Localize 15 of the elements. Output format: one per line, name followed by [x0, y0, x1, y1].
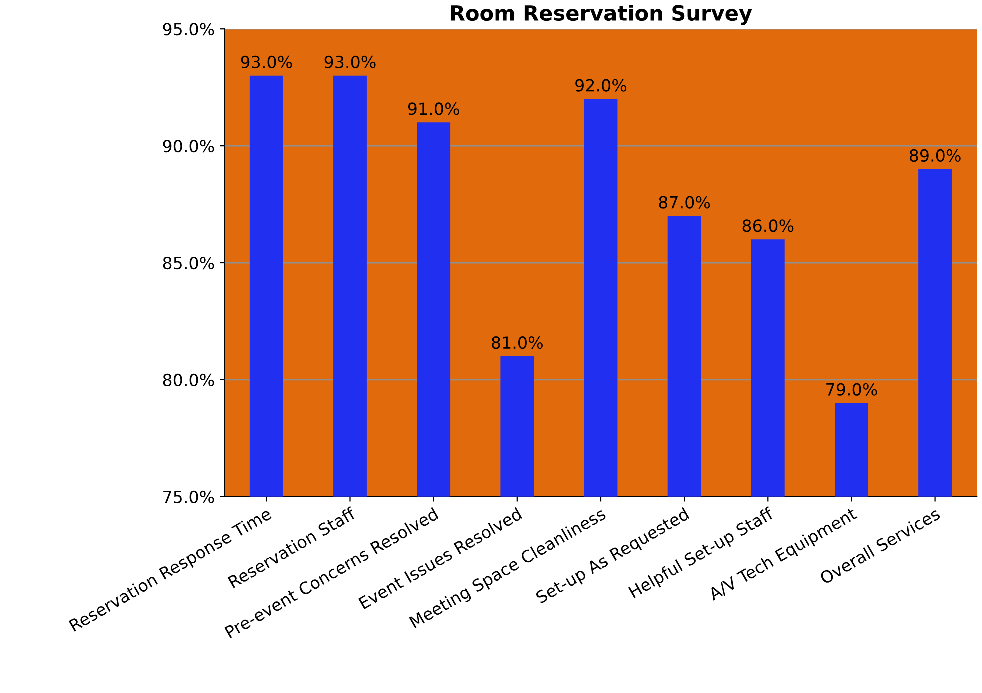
y-tick-label: 85.0% [163, 256, 214, 270]
y-tick-label: 75.0% [164, 490, 214, 504]
y-tick-label: 95.0% [163, 23, 214, 36]
y-tick-label: 80.0% [163, 374, 214, 387]
y-tick-label: 90.0% [163, 140, 214, 153]
data-label: 91.0% [408, 102, 460, 116]
data-label: 93.0% [241, 56, 292, 68]
data-label: 79.0% [826, 383, 878, 396]
chart-title: Room Reservation Survey [451, 4, 752, 26]
data-label: 87.0% [659, 196, 710, 209]
data-label: 89.0% [910, 149, 961, 162]
data-label: 81.0% [492, 336, 543, 350]
data-label: 93.0% [324, 56, 376, 68]
data-label: 92.0% [576, 79, 627, 92]
data-label: 86.0% [742, 220, 794, 232]
